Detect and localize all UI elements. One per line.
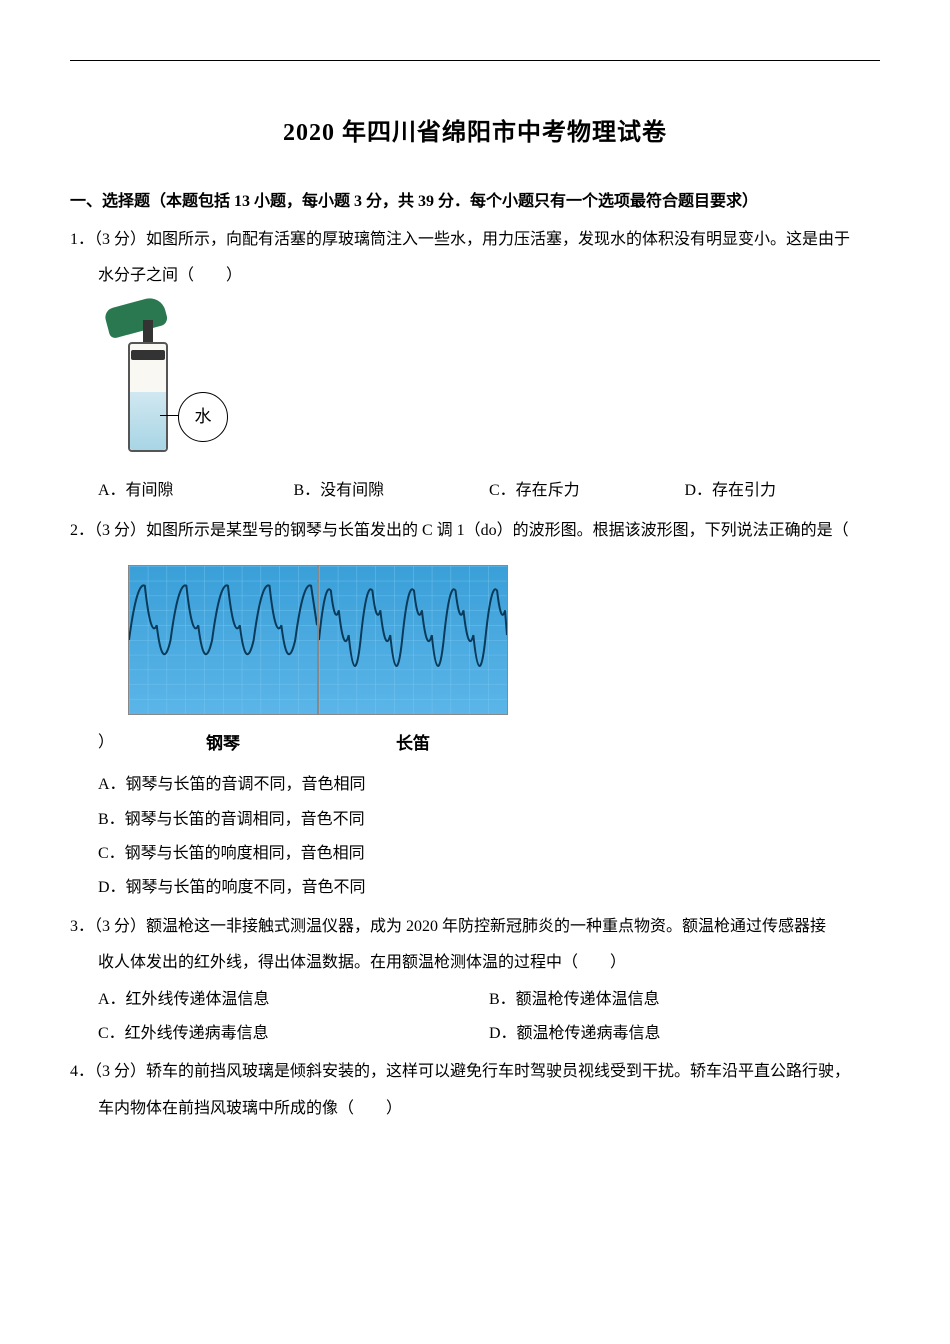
q4-stem: 4．（3 分）轿车的前挡风玻璃是倾斜安装的，这样可以避免行车时驾驶员视线受到干扰…	[70, 1057, 880, 1087]
piston-cap	[131, 350, 165, 360]
flute-wave-svg	[319, 566, 507, 714]
q2-figure-row: ） 钢琴	[70, 565, 880, 761]
q1-stem: 1．（3 分）如图所示，向配有活塞的厚玻璃筒注入一些水，用力压活塞，发现水的体积…	[70, 225, 880, 255]
q3-option-c: C．红外线传递病毒信息	[98, 1019, 489, 1049]
section-header: 一、选择题（本题包括 13 小题，每小题 3 分，共 39 分．每个小题只有一个…	[70, 187, 880, 217]
piano-waveform-box: 钢琴	[128, 565, 318, 761]
q2-option-b: B．钢琴与长笛的音调相同，音色不同	[70, 805, 880, 835]
piano-waveform	[128, 565, 318, 715]
q3-option-a: A．红外线传递体温信息	[98, 985, 489, 1015]
page-title: 2020 年四川省绵阳市中考物理试卷	[70, 111, 880, 157]
q3-option-d: D．额温枪传递病毒信息	[489, 1019, 880, 1049]
water-label: 水	[178, 392, 228, 442]
piston-figure: 水	[98, 302, 228, 462]
q1-stem2: 水分子之间（ ）	[70, 261, 880, 291]
q2-stem: 2．（3 分）如图所示是某型号的钢琴与长笛发出的 C 调 1（do）的波形图。根…	[70, 516, 880, 546]
q3-stem2: 收人体发出的红外线，得出体温数据。在用额温枪测体温的过程中（ ）	[70, 948, 880, 978]
flute-waveform	[318, 565, 508, 715]
q1-option-b: B．没有间隙	[294, 476, 490, 506]
piano-label: 钢琴	[128, 728, 318, 760]
q1-option-a: A．有间隙	[98, 476, 294, 506]
water-fill	[130, 392, 166, 450]
q3-options-row1: A．红外线传递体温信息 B．额温枪传递体温信息	[70, 985, 880, 1015]
piano-wave-svg	[129, 566, 317, 714]
q2-close-paren: ）	[98, 728, 114, 760]
q1-options: A．有间隙 B．没有间隙 C．存在斥力 D．存在引力	[70, 476, 880, 506]
q2-option-d: D．钢琴与长笛的响度不同，音色不同	[70, 873, 880, 903]
q3-stem: 3．（3 分）额温枪这一非接触式测温仪器，成为 2020 年防控新冠肺炎的一种重…	[70, 912, 880, 942]
q1-option-c: C．存在斥力	[489, 476, 685, 506]
q3-options-row2: C．红外线传递病毒信息 D．额温枪传递病毒信息	[70, 1019, 880, 1049]
q3-option-b: B．额温枪传递体温信息	[489, 985, 880, 1015]
q4-stem2: 车内物体在前挡风玻璃中所成的像（ ）	[70, 1094, 880, 1124]
flute-waveform-box: 长笛	[318, 565, 508, 761]
top-divider	[70, 60, 880, 61]
q2-option-a: A．钢琴与长笛的音调不同，音色相同	[70, 770, 880, 800]
q1-option-d: D．存在引力	[685, 476, 881, 506]
hand-shape	[103, 295, 169, 340]
q2-option-c: C．钢琴与长笛的响度相同，音色相同	[70, 839, 880, 869]
flute-label: 长笛	[318, 728, 508, 760]
q1-figure: 水	[70, 302, 880, 462]
